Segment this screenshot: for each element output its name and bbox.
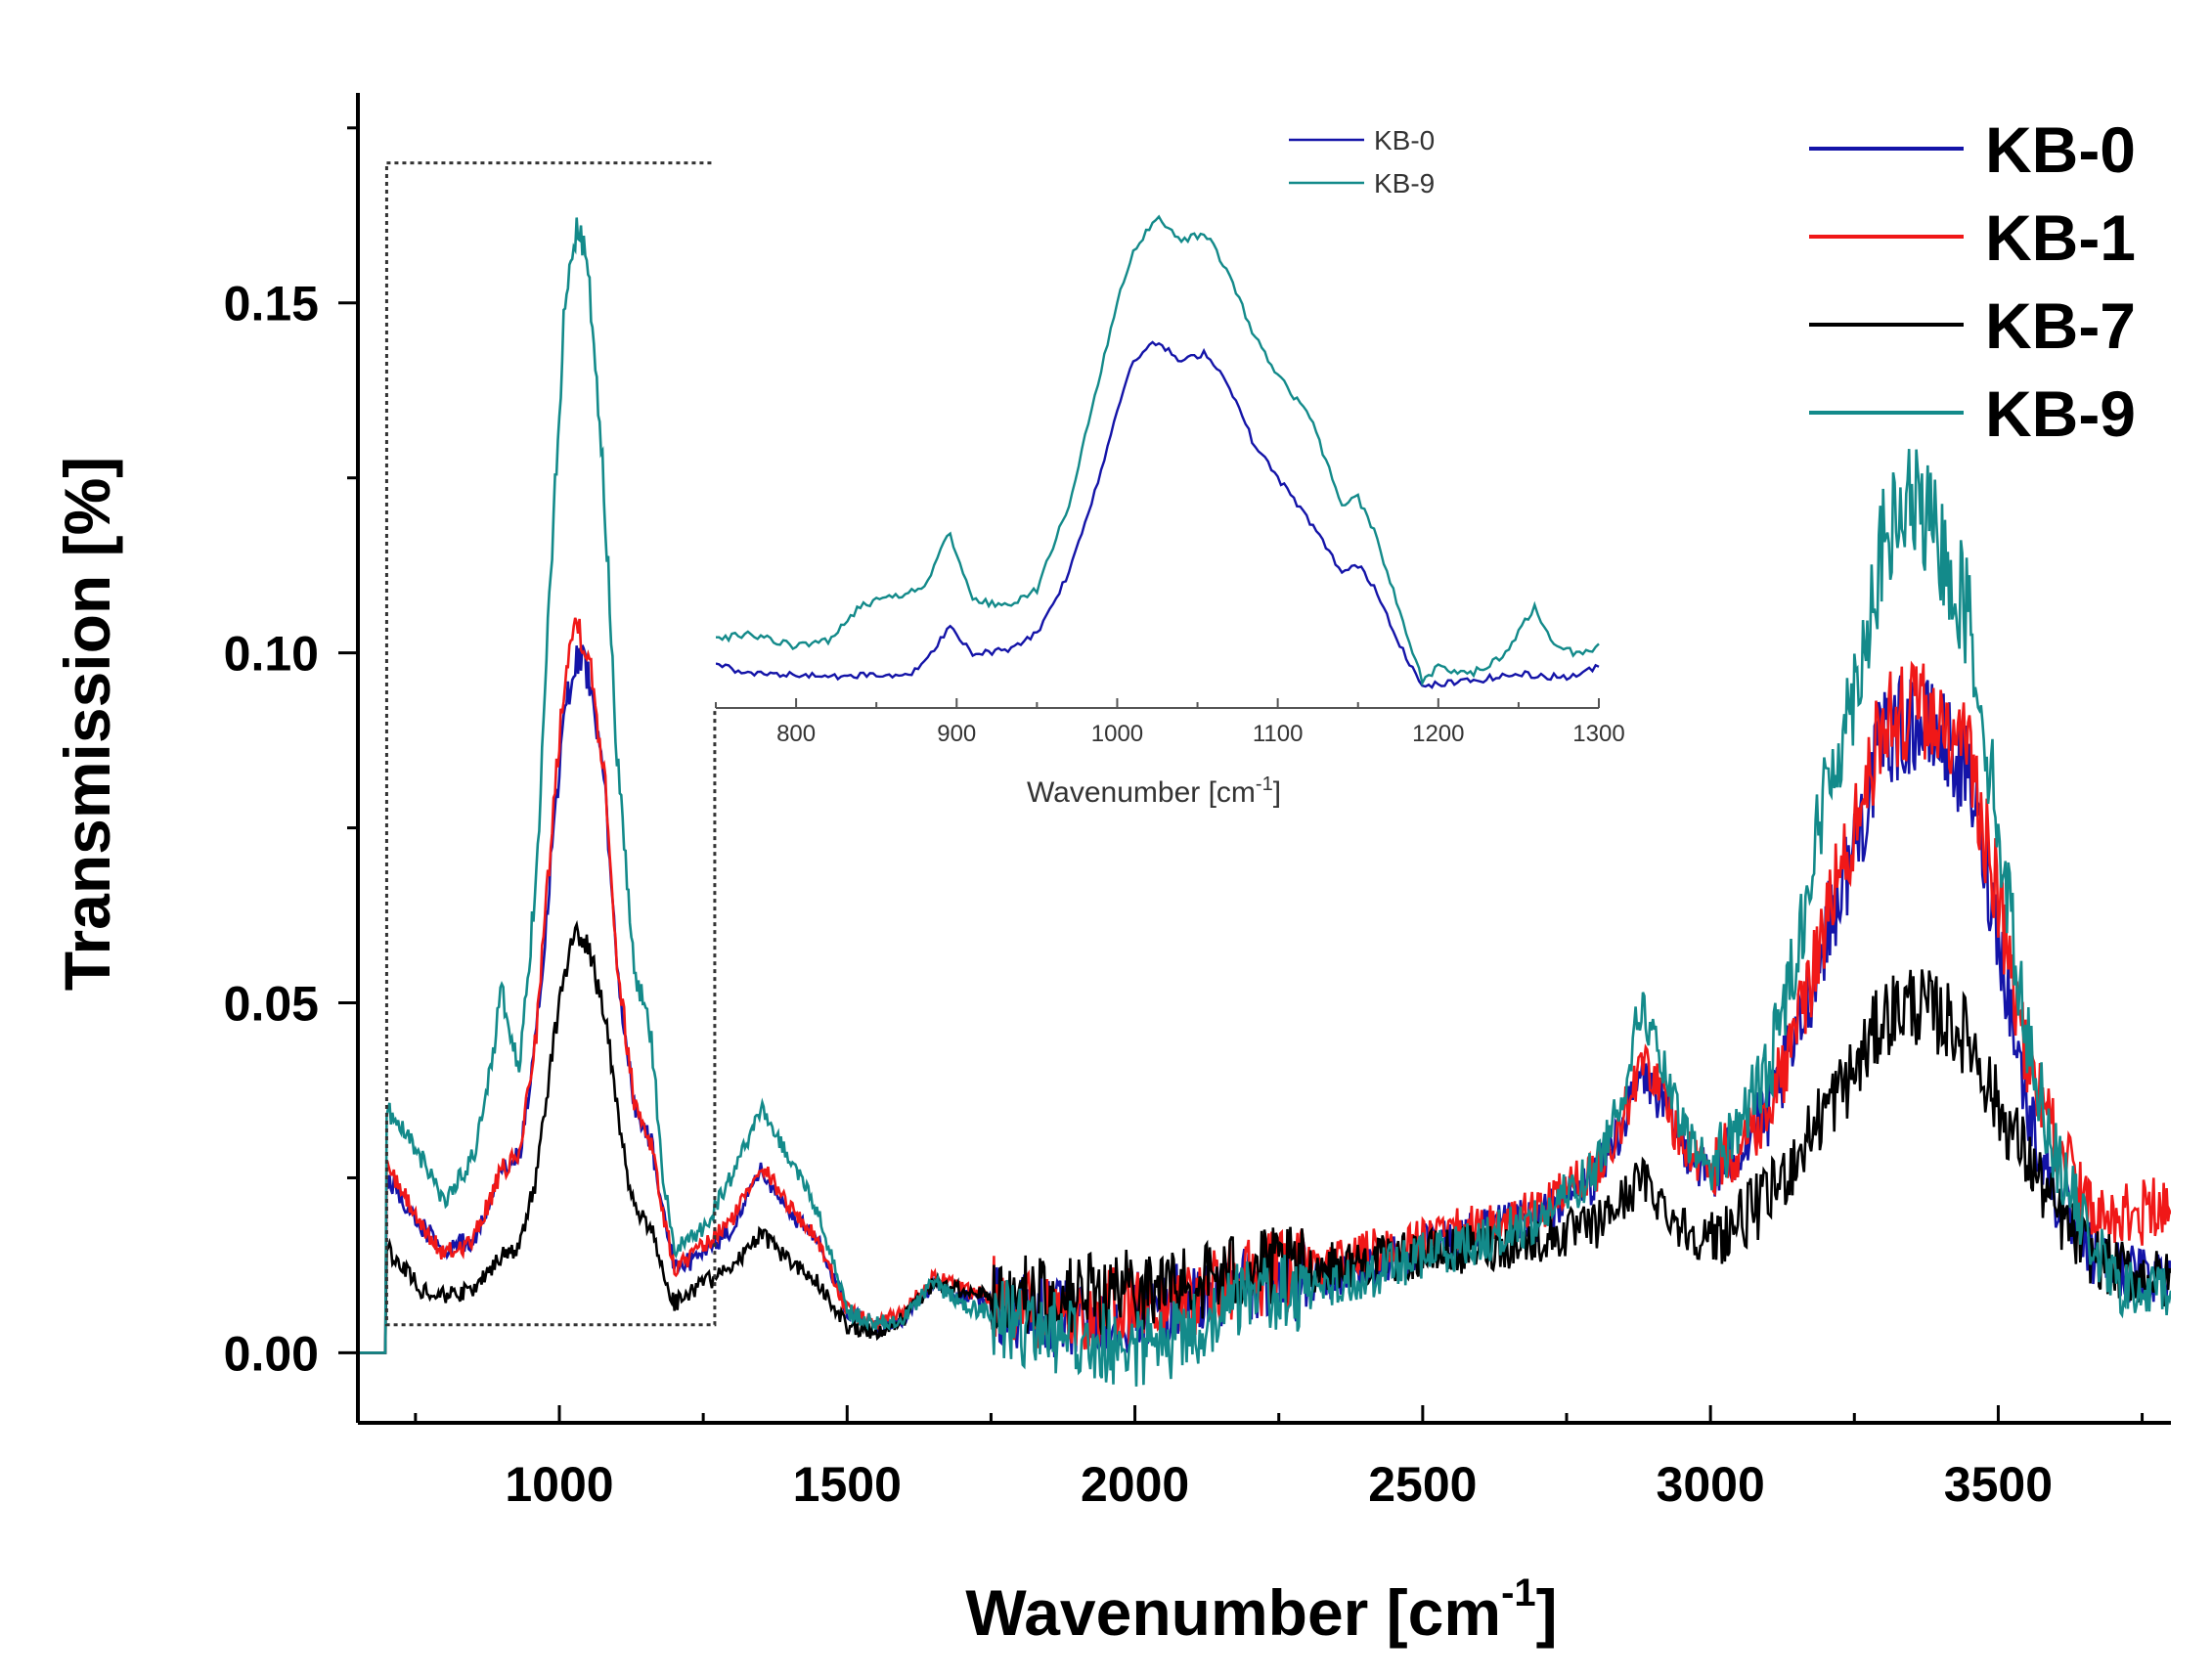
inset-background	[712, 93, 1602, 708]
main-series-kb-7	[358, 919, 2171, 1354]
main-legend-label: KB-7	[1985, 289, 2136, 362]
inset-series-group	[716, 214, 1600, 689]
main-legend-label: KB-9	[1985, 377, 2136, 450]
main-y-tick-label: 0.00	[224, 1326, 319, 1381]
inset-x-tick-label: 800	[776, 721, 816, 747]
inset-plot: 800 900 1000 1100 1200 1300 Wavenumber [cm-1]…	[712, 93, 1625, 809]
inset-legend-label: KB-0	[1374, 125, 1435, 155]
main-x-tick-label: 1500	[793, 1457, 902, 1512]
inset-x-ticks: 800 900 1000 1100 1200 1300	[715, 698, 1625, 747]
main-series-kb-9	[358, 217, 2171, 1387]
inset-x-tick-label: 1000	[1091, 721, 1143, 747]
main-y-tick-label: 0.05	[224, 977, 319, 1032]
inset-x-tick-label: 1100	[1253, 721, 1304, 747]
main-legend: KB-0 KB-1 KB-7 KB-9	[1809, 113, 2136, 450]
main-legend-label: KB-0	[1985, 113, 2136, 186]
main-x-ticks: 1000 1500 2000 2500 3000 3500	[414, 1405, 2145, 1512]
inset-x-tick-label: 1300	[1572, 721, 1624, 747]
inset-x-tick-label: 1200	[1412, 721, 1464, 747]
main-y-tick-label: 0.10	[224, 627, 319, 682]
main-y-axis-label: Transmission [%]	[51, 457, 123, 991]
inset-x-tick-label: 900	[937, 721, 976, 747]
main-x-tick-label: 2000	[1081, 1457, 1189, 1512]
inset-series-kb-9	[716, 214, 1600, 687]
inset-legend: KB-0 KB-9	[1289, 125, 1435, 199]
main-x-axis-label: Wavenumber [cm-1]	[965, 1571, 1557, 1649]
main-plot: 1000 1500 2000 2500 3000 3500 0.00 0.05 0.10 0.1…	[51, 93, 2171, 1649]
zoom-region-box	[384, 161, 717, 1327]
main-series-group	[358, 217, 2171, 1387]
main-x-tick-label: 3000	[1657, 1457, 1765, 1512]
inset-x-axis-label: Wavenumber [cm-1]	[1027, 774, 1281, 809]
main-x-tick-label: 1000	[505, 1457, 613, 1512]
main-y-tick-label: 0.15	[224, 277, 319, 332]
main-y-ticks: 0.00 0.05 0.10 0.15	[224, 126, 358, 1381]
main-legend-label: KB-1	[1985, 201, 2136, 274]
inset-series-kb-0	[716, 340, 1600, 689]
main-x-tick-label: 2500	[1368, 1457, 1477, 1512]
main-x-tick-label: 3500	[1944, 1457, 2053, 1512]
inset-legend-label: KB-9	[1374, 168, 1435, 199]
